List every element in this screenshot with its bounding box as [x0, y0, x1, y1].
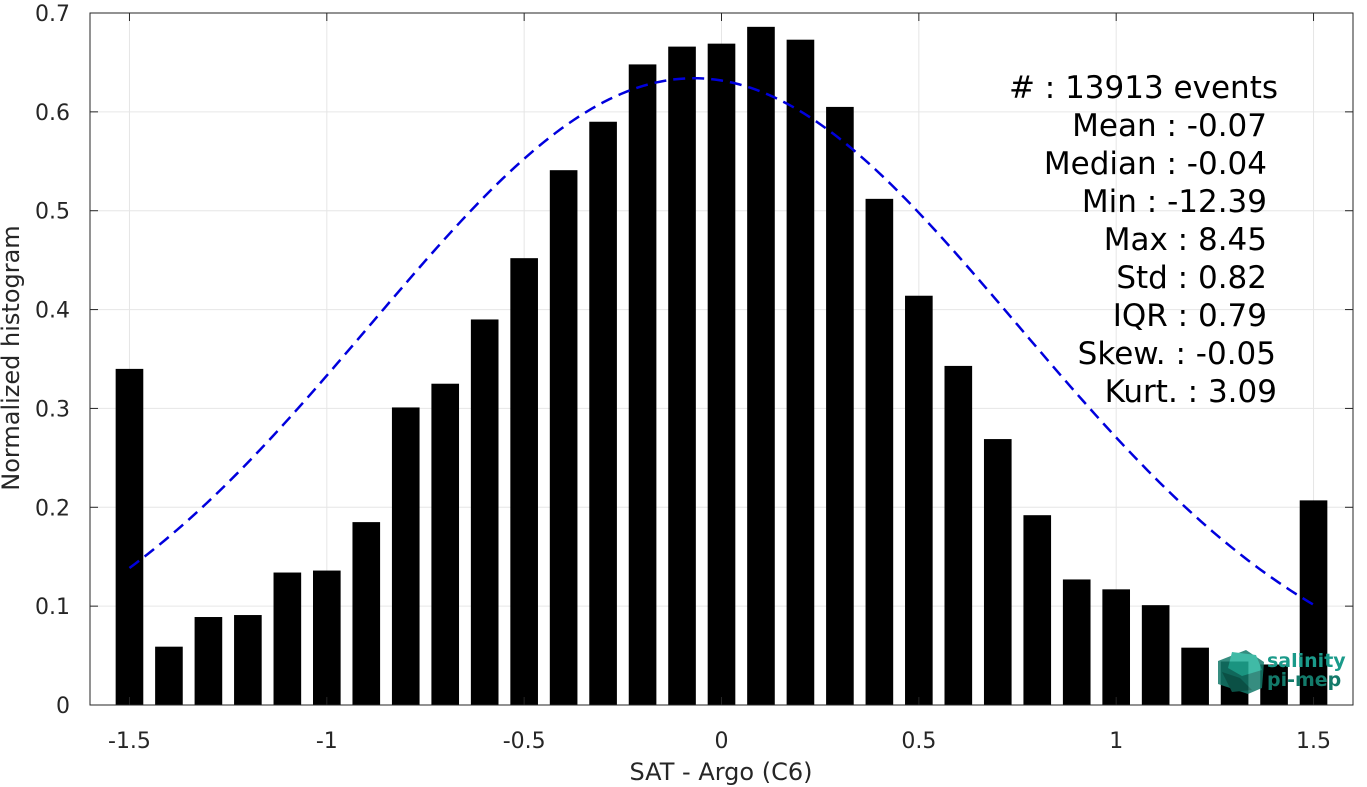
x-tick-label-5: 1	[1109, 729, 1123, 754]
x-tick-label-2: -0.5	[503, 729, 546, 754]
salinity-pimep-logo: salinity pi-mep	[1218, 650, 1346, 694]
x-tick-labels: -1.5 -1 -0.5 0 0.5 1 1.5	[108, 729, 1331, 754]
stat-skew: Skew. : -0.05	[1078, 336, 1276, 372]
histogram-bars	[115, 26, 1328, 706]
bar-11	[549, 170, 578, 705]
bar-30	[1299, 500, 1328, 705]
bar-22	[983, 439, 1012, 705]
x-tick-label-1: -1	[316, 729, 338, 754]
stat-kurt: Kurt. : 3.09	[1105, 374, 1277, 410]
bar-14	[668, 46, 696, 705]
bar-20	[905, 295, 933, 705]
bar-3	[234, 615, 262, 705]
bar-19	[865, 198, 894, 705]
y-tick-labels: 0 0.1 0.2 0.3 0.4 0.5 0.6 0.7	[35, 2, 70, 719]
stat-max: Max : 8.45	[1104, 222, 1267, 258]
y-tick-label-4: 0.4	[35, 299, 70, 324]
stat-min: Min : -12.39	[1082, 184, 1267, 220]
stat-events: # : 13913 events	[1009, 70, 1278, 106]
y-axis-label: Normalized histogram	[0, 225, 25, 490]
y-tick-label-7: 0.7	[35, 2, 70, 27]
bar-1	[155, 646, 183, 705]
bar-4	[273, 572, 302, 705]
x-tick-label-4: 0.5	[901, 729, 936, 754]
bar-5	[312, 570, 341, 705]
stat-std: Std : 0.82	[1116, 260, 1267, 296]
bar-21	[944, 365, 973, 705]
stat-median: Median : -0.04	[1044, 146, 1267, 182]
y-tick-label-5: 0.5	[35, 200, 70, 225]
bar-17	[786, 39, 815, 706]
bar-9	[470, 319, 499, 705]
bar-0	[115, 368, 144, 705]
bar-23	[1023, 515, 1052, 705]
bar-29	[1260, 664, 1288, 705]
bar-13	[628, 64, 657, 706]
bar-16	[747, 26, 775, 705]
bar-12	[589, 121, 617, 705]
x-tick-label-0: -1.5	[108, 729, 151, 754]
bar-18	[826, 106, 854, 705]
gaussian-fit-curve	[128, 77, 1315, 606]
bar-8	[431, 383, 460, 705]
y-tick-label-0: 0	[56, 694, 70, 719]
y-tick-label-1: 0.1	[35, 595, 70, 620]
x-tick-label-6: 1.5	[1296, 729, 1331, 754]
y-tick-label-2: 0.2	[35, 496, 70, 521]
y-tick-label-6: 0.6	[35, 101, 70, 126]
axis-ticks	[90, 12, 1353, 706]
bar-10	[510, 258, 538, 705]
x-tick-label-3: 0	[715, 729, 729, 754]
logo-text-pimep: pi-mep	[1267, 669, 1341, 691]
bar-6	[352, 522, 381, 705]
stat-iqr: IQR : 0.79	[1113, 298, 1267, 334]
bar-25	[1102, 589, 1131, 705]
bar-7	[391, 407, 420, 705]
x-axis-label: SAT - Argo (C6)	[630, 758, 813, 786]
statistics-box: # : 13913 events Mean : -0.07 Median : -…	[1009, 70, 1278, 410]
bar-2	[194, 617, 223, 705]
bar-26	[1141, 605, 1170, 705]
bar-24	[1062, 579, 1091, 705]
bar-27	[1181, 647, 1209, 705]
bar-15	[707, 43, 736, 706]
y-tick-label-3: 0.3	[35, 397, 70, 422]
logo-text-salinity: salinity	[1267, 650, 1346, 672]
logo-cube-icon	[1218, 650, 1264, 694]
stat-mean: Mean : -0.07	[1072, 108, 1267, 144]
